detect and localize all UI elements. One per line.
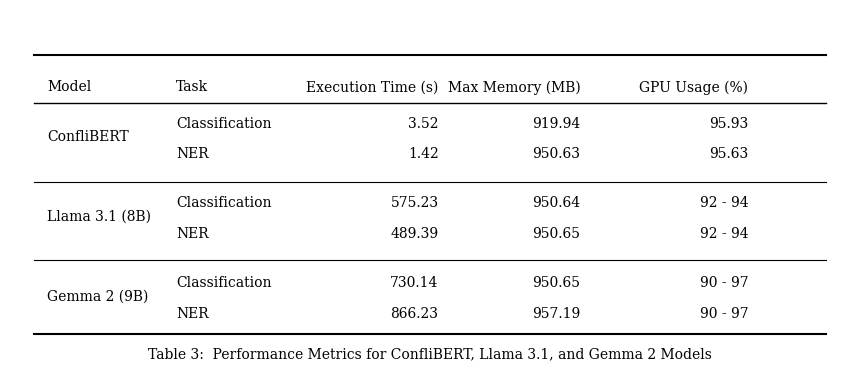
Text: 1.42: 1.42 bbox=[408, 147, 439, 161]
Text: Model: Model bbox=[47, 81, 91, 94]
Text: 90 - 97: 90 - 97 bbox=[699, 276, 748, 290]
Text: Llama 3.1 (8B): Llama 3.1 (8B) bbox=[47, 210, 151, 223]
Text: Max Memory (MB): Max Memory (MB) bbox=[448, 80, 580, 95]
Text: 730.14: 730.14 bbox=[390, 276, 439, 290]
Text: 90 - 97: 90 - 97 bbox=[699, 307, 748, 320]
Text: NER: NER bbox=[176, 307, 209, 320]
Text: Table 3:  Performance Metrics for ConfliBERT, Llama 3.1, and Gemma 2 Models: Table 3: Performance Metrics for ConfliB… bbox=[148, 347, 712, 361]
Text: NER: NER bbox=[176, 147, 209, 161]
Text: 95.63: 95.63 bbox=[709, 147, 748, 161]
Text: 95.93: 95.93 bbox=[709, 117, 748, 130]
Text: 950.65: 950.65 bbox=[532, 227, 581, 241]
Text: 950.64: 950.64 bbox=[532, 196, 581, 210]
Text: Classification: Classification bbox=[176, 117, 272, 130]
Text: 575.23: 575.23 bbox=[390, 196, 439, 210]
Text: Gemma 2 (9B): Gemma 2 (9B) bbox=[47, 290, 149, 303]
Text: 957.19: 957.19 bbox=[532, 307, 581, 320]
Text: 92 - 94: 92 - 94 bbox=[699, 227, 748, 241]
Text: ConfliBERT: ConfliBERT bbox=[47, 130, 129, 144]
Text: NER: NER bbox=[176, 227, 209, 241]
Text: 919.94: 919.94 bbox=[532, 117, 581, 130]
Text: Task: Task bbox=[176, 81, 208, 94]
Text: 950.63: 950.63 bbox=[532, 147, 581, 161]
Text: 489.39: 489.39 bbox=[390, 227, 439, 241]
Text: 866.23: 866.23 bbox=[390, 307, 439, 320]
Text: Classification: Classification bbox=[176, 276, 272, 290]
Text: 950.65: 950.65 bbox=[532, 276, 581, 290]
Text: Execution Time (s): Execution Time (s) bbox=[306, 81, 439, 94]
Text: 3.52: 3.52 bbox=[408, 117, 439, 130]
Text: 92 - 94: 92 - 94 bbox=[699, 196, 748, 210]
Text: Classification: Classification bbox=[176, 196, 272, 210]
Text: GPU Usage (%): GPU Usage (%) bbox=[639, 80, 748, 95]
